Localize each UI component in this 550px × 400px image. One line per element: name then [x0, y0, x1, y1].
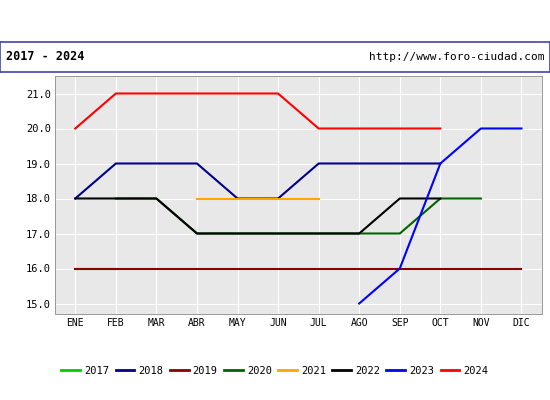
Text: http://www.foro-ciudad.com: http://www.foro-ciudad.com [369, 52, 544, 62]
Text: Evolucion num de emigrantes en Colera: Evolucion num de emigrantes en Colera [106, 13, 444, 29]
Legend: 2017, 2018, 2019, 2020, 2021, 2022, 2023, 2024: 2017, 2018, 2019, 2020, 2021, 2022, 2023… [57, 362, 493, 380]
Text: 2017 - 2024: 2017 - 2024 [6, 50, 84, 64]
